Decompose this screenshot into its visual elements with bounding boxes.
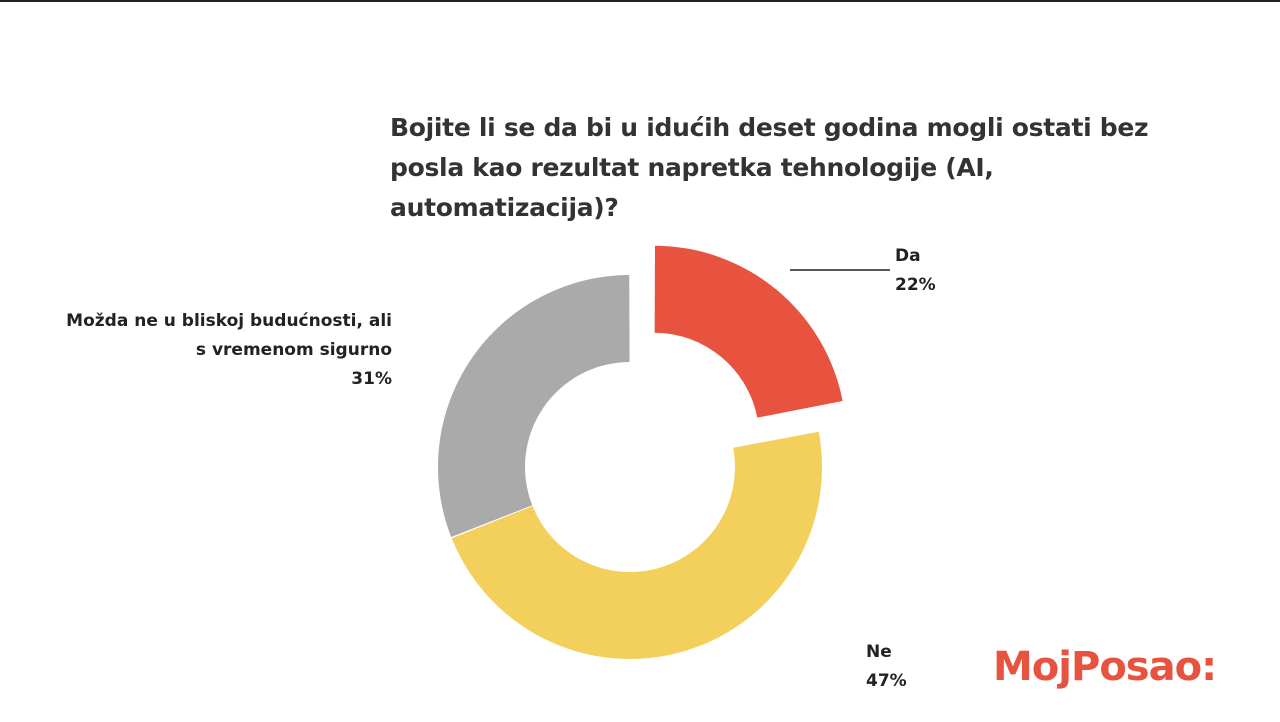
value-label: 31% (351, 369, 392, 389)
category-label: Možda ne u bliskoj budućnosti, ali s vre… (66, 311, 392, 360)
category-label: Da (895, 246, 921, 266)
slice (438, 275, 630, 537)
value-label: 47% (866, 671, 907, 691)
slice (654, 245, 843, 418)
value-label: 22% (895, 275, 936, 295)
slice (451, 431, 823, 660)
logo: MojPosao: (993, 644, 1217, 690)
chart-title: Bojite li se da bi u idućih deset godina… (390, 113, 1149, 222)
category-label: Ne (866, 642, 892, 662)
